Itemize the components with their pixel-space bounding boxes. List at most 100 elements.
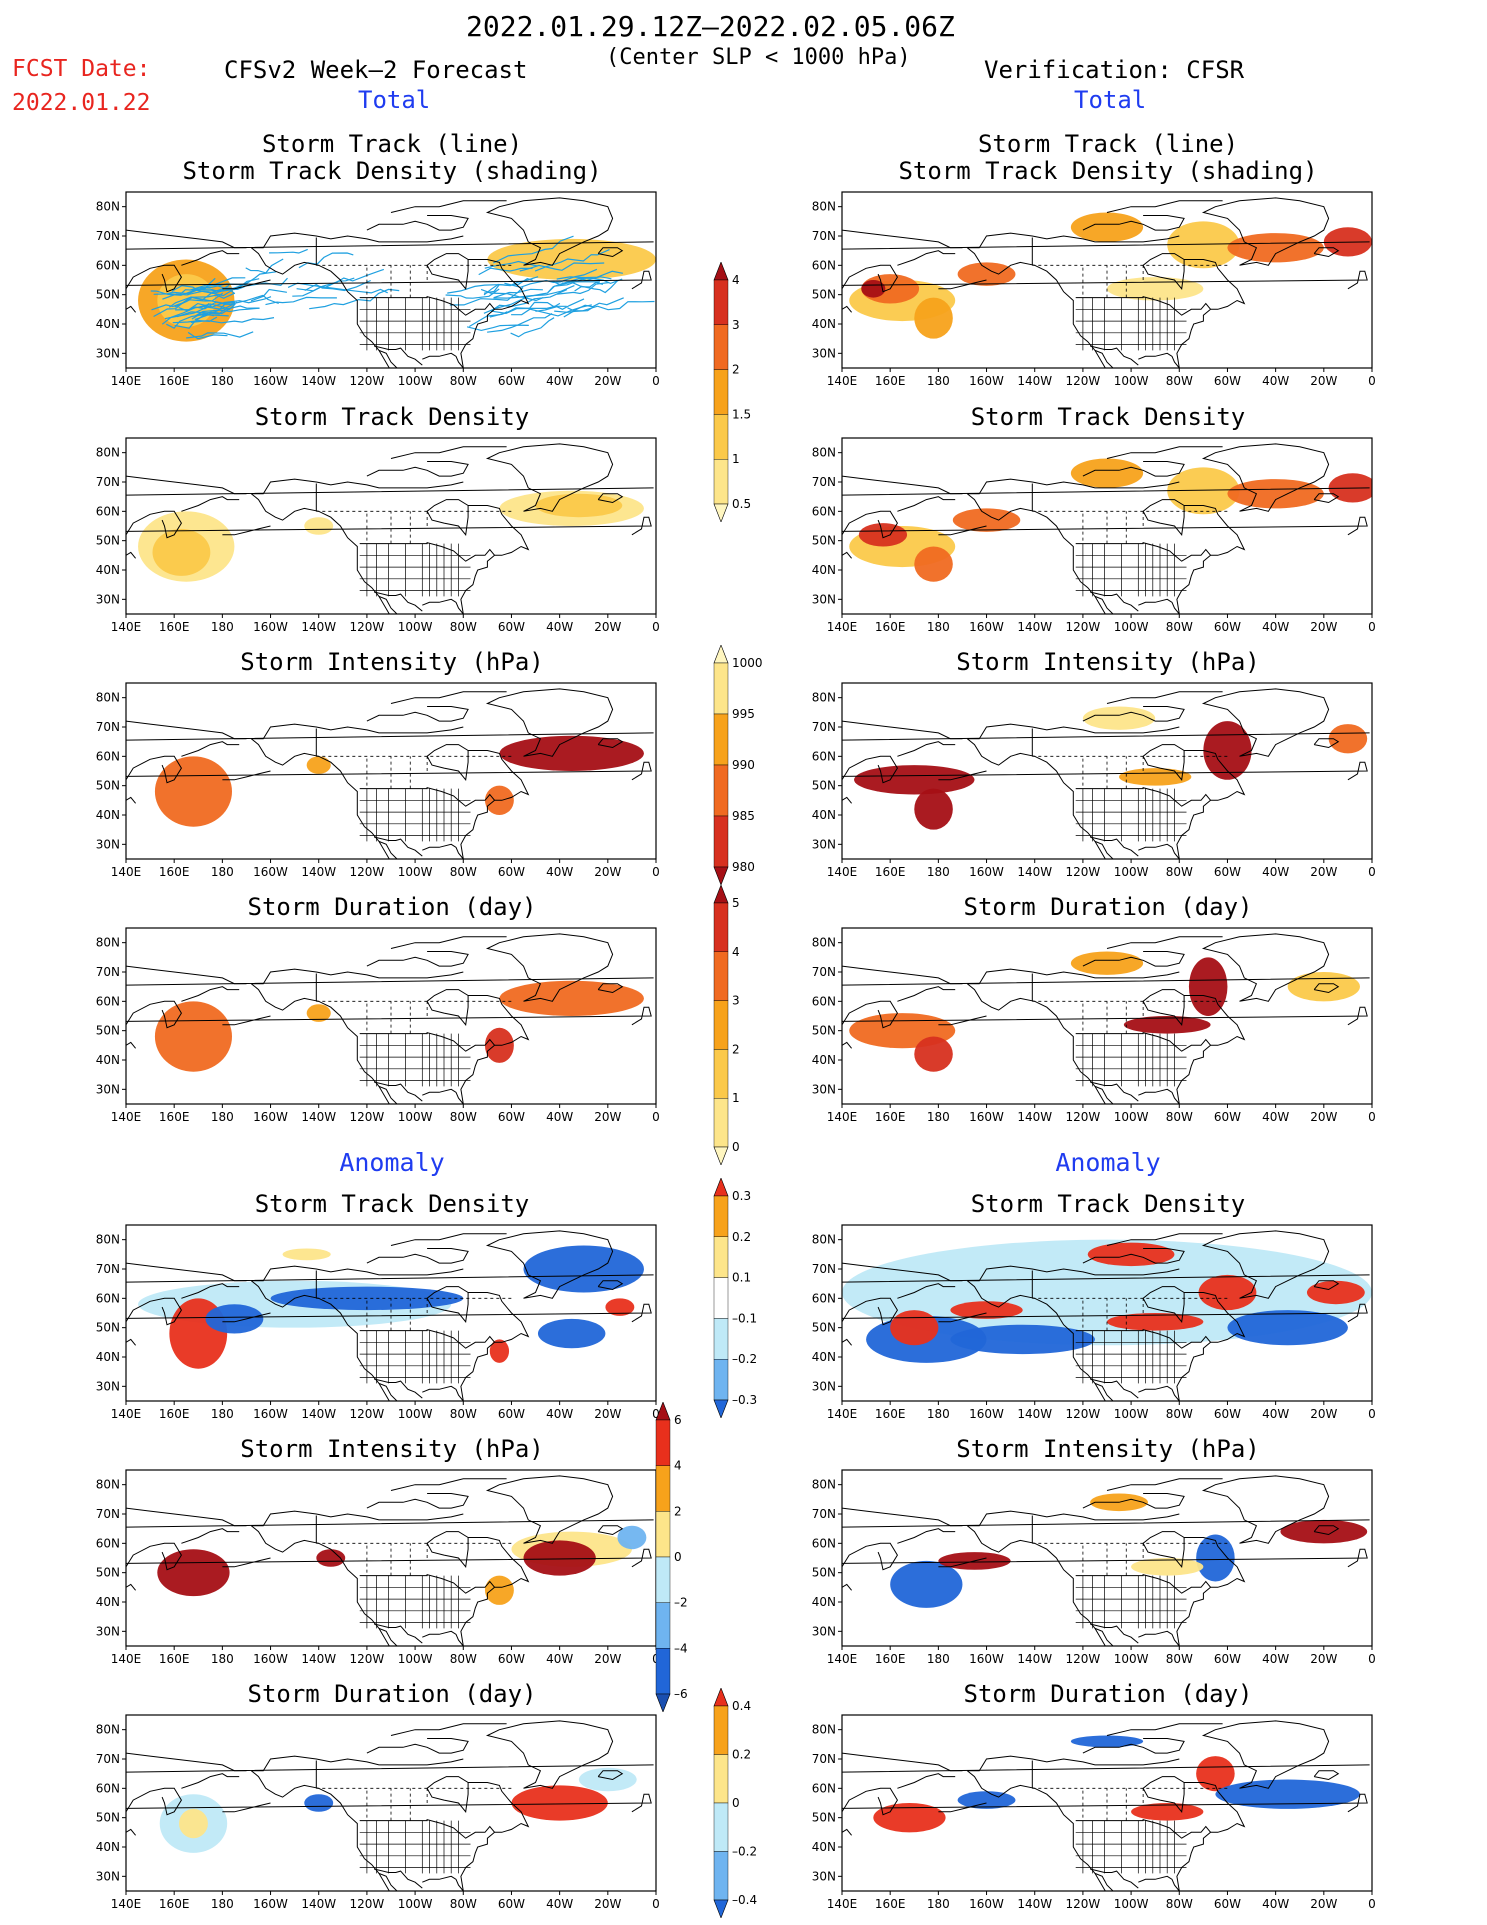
- lon-tick-label: 180: [927, 1897, 950, 1911]
- shading-region: [1198, 1274, 1257, 1311]
- lon-tick-label: 180: [927, 374, 950, 388]
- shading-region: [484, 1575, 514, 1605]
- shading-region: [499, 980, 644, 1016]
- lon-tick-label: 20W: [594, 1407, 621, 1421]
- colorbar-segment: [713, 414, 729, 460]
- colorbar-segment: [713, 1754, 729, 1804]
- lon-tick-label: 20W: [594, 374, 621, 388]
- lat-tick-label: 40N: [96, 1350, 120, 1364]
- lat-tick-label: 50N: [96, 1321, 120, 1335]
- lon-tick-label: 160W: [253, 865, 288, 879]
- lon-tick-label: 120W: [1066, 1652, 1101, 1666]
- lon-tick-label: 40W: [546, 620, 573, 634]
- storm-track-line: [162, 281, 249, 300]
- lat-tick-label: 50N: [812, 1811, 836, 1825]
- lon-tick-label: 180: [211, 1407, 234, 1421]
- lon-tick-label: 140W: [301, 1110, 336, 1124]
- lat-tick-label: 80N: [96, 200, 120, 214]
- lat-tick-label: 80N: [812, 1723, 836, 1737]
- shading-region: [957, 262, 1016, 286]
- storm-track-line: [174, 314, 229, 329]
- lon-tick-label: 140E: [111, 1407, 142, 1421]
- lon-tick-label: 180: [211, 374, 234, 388]
- shading-region: [535, 493, 623, 518]
- lon-tick-label: 80W: [1166, 1407, 1193, 1421]
- lon-tick-label: 0: [1368, 620, 1376, 634]
- shading-region: [499, 735, 644, 771]
- lon-tick-label: 140E: [111, 1897, 142, 1911]
- fc-title-track-line: Storm Track (line): [261, 130, 523, 158]
- lon-tick-label: 160W: [253, 374, 288, 388]
- lon-tick-label: 100W: [1114, 1407, 1149, 1421]
- lon-tick-label: 140E: [827, 1897, 858, 1911]
- lat-tick-label: 70N: [812, 1507, 836, 1521]
- lon-tick-label: 0: [1368, 865, 1376, 879]
- lat-tick-label: 80N: [812, 691, 836, 705]
- lon-tick-label: 160E: [875, 1407, 906, 1421]
- lon-tick-label: 40W: [1262, 1407, 1289, 1421]
- shading-region: [1227, 1310, 1348, 1346]
- storm-track-line: [190, 317, 275, 324]
- shading-region: [1196, 1534, 1235, 1582]
- lon-tick-label: 100W: [398, 374, 433, 388]
- lat-tick-label: 30N: [812, 1869, 836, 1883]
- lat-tick-label: 30N: [96, 1379, 120, 1393]
- shading-region: [1107, 1313, 1204, 1331]
- lon-tick-label: 140E: [827, 865, 858, 879]
- fcst-date-label: FCST Date:: [12, 56, 151, 82]
- map-panel-ob-density-anom: 80N 70N 60N 50N 40N 30N 140E 160E 180 160W 140W 120…: [796, 1223, 1376, 1427]
- lon-tick-label: 160E: [875, 620, 906, 634]
- colorbar-segment: [655, 1556, 671, 1603]
- lon-tick-label: 60W: [498, 865, 525, 879]
- storm-track-line: [534, 249, 610, 272]
- colorbar-label: 0: [732, 1140, 740, 1154]
- lon-tick-label: 40W: [1262, 1652, 1289, 1666]
- storm-track-line: [557, 281, 610, 295]
- lon-tick-label: 180: [211, 1652, 234, 1666]
- shading-region: [179, 1808, 208, 1839]
- colorbar-label: –0.2: [732, 1352, 757, 1366]
- colorbar-label: 0.2: [732, 1748, 751, 1762]
- shading-region: [914, 297, 953, 339]
- lat-tick-label: 70N: [96, 1752, 120, 1766]
- storm-track-line: [554, 306, 595, 313]
- lat-tick-label: 60N: [96, 1536, 120, 1550]
- shading-region: [1070, 458, 1144, 488]
- lon-tick-label: 140W: [1017, 620, 1052, 634]
- lon-tick-label: 40W: [546, 865, 573, 879]
- colorbar-label: 2: [732, 1042, 740, 1056]
- lon-tick-label: 160W: [969, 1652, 1004, 1666]
- lon-tick-label: 100W: [1114, 374, 1149, 388]
- colorbar-svg: 4 3 2 1.5 1 0.5: [713, 261, 751, 523]
- storm-track-line: [187, 331, 228, 340]
- fc-title-duration-anom: Storm Duration (day): [247, 1680, 537, 1708]
- lat-tick-label: 50N: [812, 1024, 836, 1038]
- lon-tick-label: 160E: [875, 1110, 906, 1124]
- map-panel-fc-intensity-anom: 80N 70N 60N 50N 40N 30N 140E 160E 180 160W 140W 120…: [80, 1468, 660, 1672]
- map-svg: 80N 70N 60N 50N 40N 30N 140E 160E 180 160W 140W 120…: [96, 191, 660, 388]
- colorbar-label: 1: [732, 1091, 740, 1105]
- forecast-total-label: Total: [358, 86, 431, 114]
- storm-track-line: [153, 296, 236, 318]
- lat-tick-label: 50N: [812, 779, 836, 793]
- lat-tick-label: 50N: [96, 1024, 120, 1038]
- lon-tick-label: 140E: [111, 374, 142, 388]
- lon-tick-label: 100W: [398, 1652, 433, 1666]
- lat-tick-label: 30N: [812, 1082, 836, 1096]
- shading-region: [157, 1549, 230, 1597]
- lon-tick-label: 160W: [969, 1407, 1004, 1421]
- shading-region: [952, 508, 1021, 532]
- colorbar-label: 1.5: [732, 407, 751, 421]
- colorbar-segment: [713, 1097, 729, 1148]
- lat-tick-label: 60N: [812, 258, 836, 272]
- lon-tick-label: 180: [927, 1407, 950, 1421]
- lon-tick-label: 160E: [159, 865, 190, 879]
- lat-tick-label: 60N: [96, 749, 120, 763]
- lon-tick-label: 80W: [450, 1652, 477, 1666]
- lon-tick-label: 60W: [498, 1110, 525, 1124]
- storm-track-line: [552, 280, 601, 286]
- shading-region: [537, 1318, 606, 1349]
- colorbar-segment: [713, 369, 729, 415]
- shading-region: [914, 788, 953, 830]
- shading-region: [152, 528, 211, 576]
